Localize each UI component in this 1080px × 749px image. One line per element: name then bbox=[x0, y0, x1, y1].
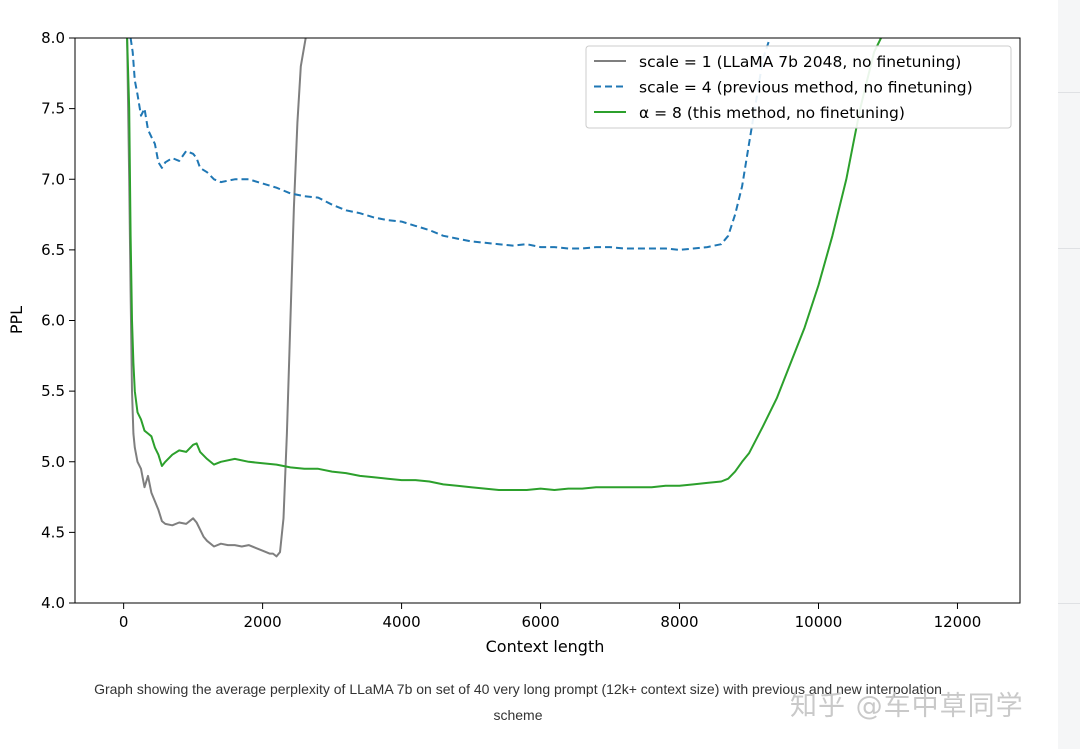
right-gutter bbox=[1058, 0, 1080, 749]
y-tick-label: 6.0 bbox=[41, 312, 65, 330]
x-tick-label: 2000 bbox=[244, 613, 282, 631]
watermark: 知乎 @车中草同学 bbox=[790, 691, 1024, 722]
figure-caption: Graph showing the average perplexity of … bbox=[0, 676, 1036, 728]
y-tick-label: 7.5 bbox=[41, 100, 65, 118]
x-tick-label: 4000 bbox=[382, 613, 420, 631]
y-tick-label: 7.0 bbox=[41, 170, 65, 188]
series-layer bbox=[126, 38, 882, 558]
gutter-divider bbox=[1058, 603, 1080, 604]
y-tick-label: 4.0 bbox=[41, 594, 65, 612]
y-tick-label: 4.5 bbox=[41, 523, 65, 541]
x-axis-label: Context length bbox=[486, 637, 605, 656]
legend-label-3: α = 8 (this method, no finetuning) bbox=[639, 104, 905, 122]
series-line-1 bbox=[126, 38, 307, 558]
legend: scale = 1 (LLaMA 7b 2048, no finetuning)… bbox=[585, 45, 1012, 129]
legend-box bbox=[585, 45, 1012, 129]
legend-label-1: scale = 1 (LLaMA 7b 2048, no finetuning) bbox=[639, 53, 961, 71]
y-tick-label: 8.0 bbox=[41, 29, 65, 47]
x-tick-label: 10000 bbox=[795, 613, 843, 631]
x-tick-label: 8000 bbox=[660, 613, 698, 631]
gutter-divider bbox=[1058, 92, 1080, 93]
caption-line-1: Graph showing the average perplexity of … bbox=[94, 681, 942, 697]
x-tick-label: 12000 bbox=[934, 613, 982, 631]
legend-label-2: scale = 4 (previous method, no finetunin… bbox=[639, 79, 973, 97]
y-tick-label: 5.5 bbox=[41, 382, 65, 400]
axes-layer: 0 2000 4000 6000 8000 10000 12000 4.0 4.5 5.0 5.5 6… bbox=[41, 29, 981, 631]
series-line-2 bbox=[129, 38, 771, 251]
perplexity-line-chart: 0 2000 4000 6000 8000 10000 12000 4.0 4.5 5.0 5.5 6… bbox=[7, 29, 1021, 656]
x-tick-label: 0 bbox=[119, 613, 129, 631]
caption-line-2: scheme bbox=[493, 707, 543, 723]
y-tick-label: 6.5 bbox=[41, 241, 65, 259]
y-tick-label: 5.0 bbox=[41, 453, 65, 471]
y-axis-label: PPL bbox=[7, 306, 26, 334]
series-line-3 bbox=[126, 38, 882, 491]
gutter-divider bbox=[1058, 248, 1080, 249]
x-tick-label: 6000 bbox=[521, 613, 559, 631]
